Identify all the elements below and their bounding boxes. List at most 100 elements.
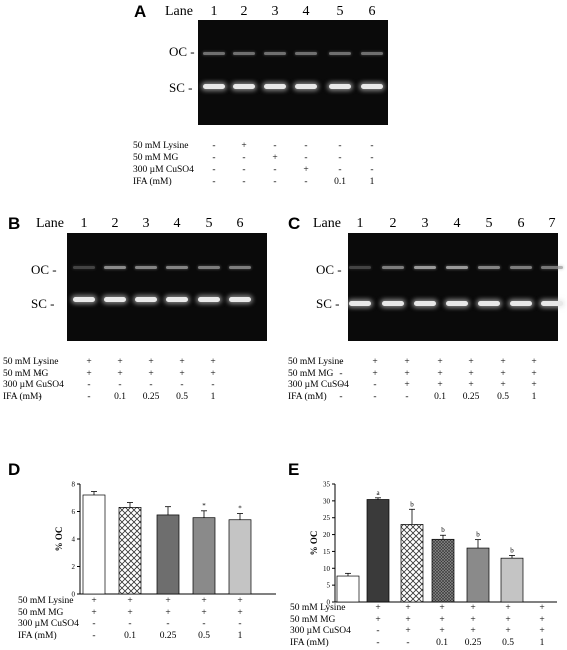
- oc-band: [295, 52, 317, 55]
- condition-label: 300 µM CuSO4: [3, 380, 64, 390]
- condition-value: -: [339, 368, 343, 379]
- lane-number: 2: [240, 4, 248, 19]
- condition-value: -: [406, 637, 410, 648]
- y-tick-label: 4: [72, 536, 76, 544]
- condition-value: -: [370, 165, 374, 175]
- condition-value: +: [439, 603, 445, 613]
- condition-value: 0.25: [142, 391, 160, 402]
- sc-band: [329, 84, 351, 89]
- sc-label-b: SC -: [31, 296, 55, 311]
- condition-value: -: [370, 153, 374, 163]
- oc-band: [541, 266, 563, 269]
- y-tick-label: 0: [327, 599, 331, 607]
- condition-label: IFA (mM): [3, 391, 42, 402]
- lane-number: 5: [205, 216, 213, 231]
- condition-value: 1: [369, 177, 375, 187]
- condition-value: -: [242, 177, 246, 187]
- lane-number: 3: [271, 4, 279, 19]
- condition-value: +: [372, 368, 378, 379]
- condition-value: -: [38, 368, 42, 379]
- condition-value: +: [165, 607, 171, 618]
- lane-number: 1: [356, 216, 364, 231]
- sc-label-a: SC -: [169, 80, 193, 95]
- condition-value: -: [273, 141, 277, 151]
- condition-value: +: [439, 626, 445, 636]
- condition-value: +: [468, 368, 474, 379]
- condition-label: 50 mM Lysine: [290, 603, 346, 613]
- condition-value: 0.25: [464, 637, 482, 648]
- bar: [366, 499, 390, 603]
- condition-value: +: [500, 380, 506, 390]
- y-tick-label: 20: [323, 531, 331, 539]
- sc-band: [382, 301, 404, 306]
- condition-value: -: [338, 141, 342, 151]
- condition-value: +: [91, 596, 97, 606]
- panel-letter-a: A: [134, 2, 147, 21]
- condition-value: +: [117, 368, 123, 379]
- condition-value: -: [92, 630, 96, 641]
- condition-label: 50 mM Lysine: [133, 141, 189, 151]
- condition-value: 0.25: [159, 630, 177, 641]
- condition-value: +: [531, 368, 537, 379]
- condition-value: +: [148, 357, 154, 367]
- sc-band: [349, 301, 371, 306]
- lane-number: 6: [517, 216, 525, 231]
- lane-header-c: Lane: [313, 216, 341, 231]
- y-axis-label: % OC: [54, 527, 64, 552]
- condition-value: +: [405, 603, 411, 613]
- condition-value: +: [404, 380, 410, 390]
- y-tick-label: 10: [323, 565, 331, 573]
- condition-label: IFA (mM): [133, 177, 172, 187]
- y-tick-label: 35: [323, 481, 331, 489]
- oc-band: [329, 52, 351, 55]
- sc-band: [478, 301, 500, 306]
- condition-value: -: [339, 380, 343, 390]
- oc-label-a: OC -: [169, 44, 195, 59]
- condition-value: +: [241, 141, 247, 151]
- lane-header-a: Lane: [165, 4, 193, 19]
- oc-band: [382, 266, 404, 269]
- oc-band: [229, 266, 251, 269]
- condition-value: +: [404, 357, 410, 367]
- oc-band: [233, 52, 255, 55]
- condition-value: -: [38, 380, 42, 390]
- significance-label: b: [510, 546, 514, 554]
- condition-value: +: [505, 603, 511, 613]
- lane-number: 2: [389, 216, 397, 231]
- lane-number: 6: [368, 4, 376, 19]
- condition-value: 0.1: [436, 637, 448, 648]
- condition-value: -: [92, 619, 96, 629]
- condition-value: +: [437, 368, 443, 379]
- condition-value: 0.1: [114, 391, 126, 402]
- condition-value: +: [179, 357, 185, 367]
- condition-value: -: [304, 141, 308, 151]
- lane-number: 1: [80, 216, 88, 231]
- condition-value: -: [242, 165, 246, 175]
- bar: [228, 519, 252, 595]
- lane-number: 3: [421, 216, 429, 231]
- bar: [156, 514, 180, 595]
- y-tick-label: 2: [72, 563, 76, 571]
- condition-value: -: [87, 391, 91, 402]
- sc-band: [510, 301, 532, 306]
- condition-value: 0.5: [502, 637, 514, 648]
- condition-value: +: [470, 603, 476, 613]
- condition-value: -: [212, 165, 216, 175]
- gel-image-a: [198, 20, 388, 125]
- oc-band: [264, 52, 286, 55]
- condition-value: +: [303, 165, 309, 175]
- condition-value: +: [405, 614, 411, 625]
- condition-value: 0.25: [462, 391, 480, 402]
- condition-value: +: [179, 368, 185, 379]
- condition-value: +: [372, 357, 378, 367]
- sc-label-c: SC -: [316, 296, 340, 311]
- oc-label-c: OC -: [316, 262, 342, 277]
- condition-value: +: [470, 614, 476, 625]
- condition-label: 50 mM MG: [3, 368, 49, 379]
- condition-value: +: [468, 380, 474, 390]
- significance-label: *: [202, 502, 206, 510]
- condition-label: 50 mM MG: [18, 607, 64, 618]
- sc-band: [264, 84, 286, 89]
- sc-band: [135, 297, 157, 302]
- condition-value: +: [210, 368, 216, 379]
